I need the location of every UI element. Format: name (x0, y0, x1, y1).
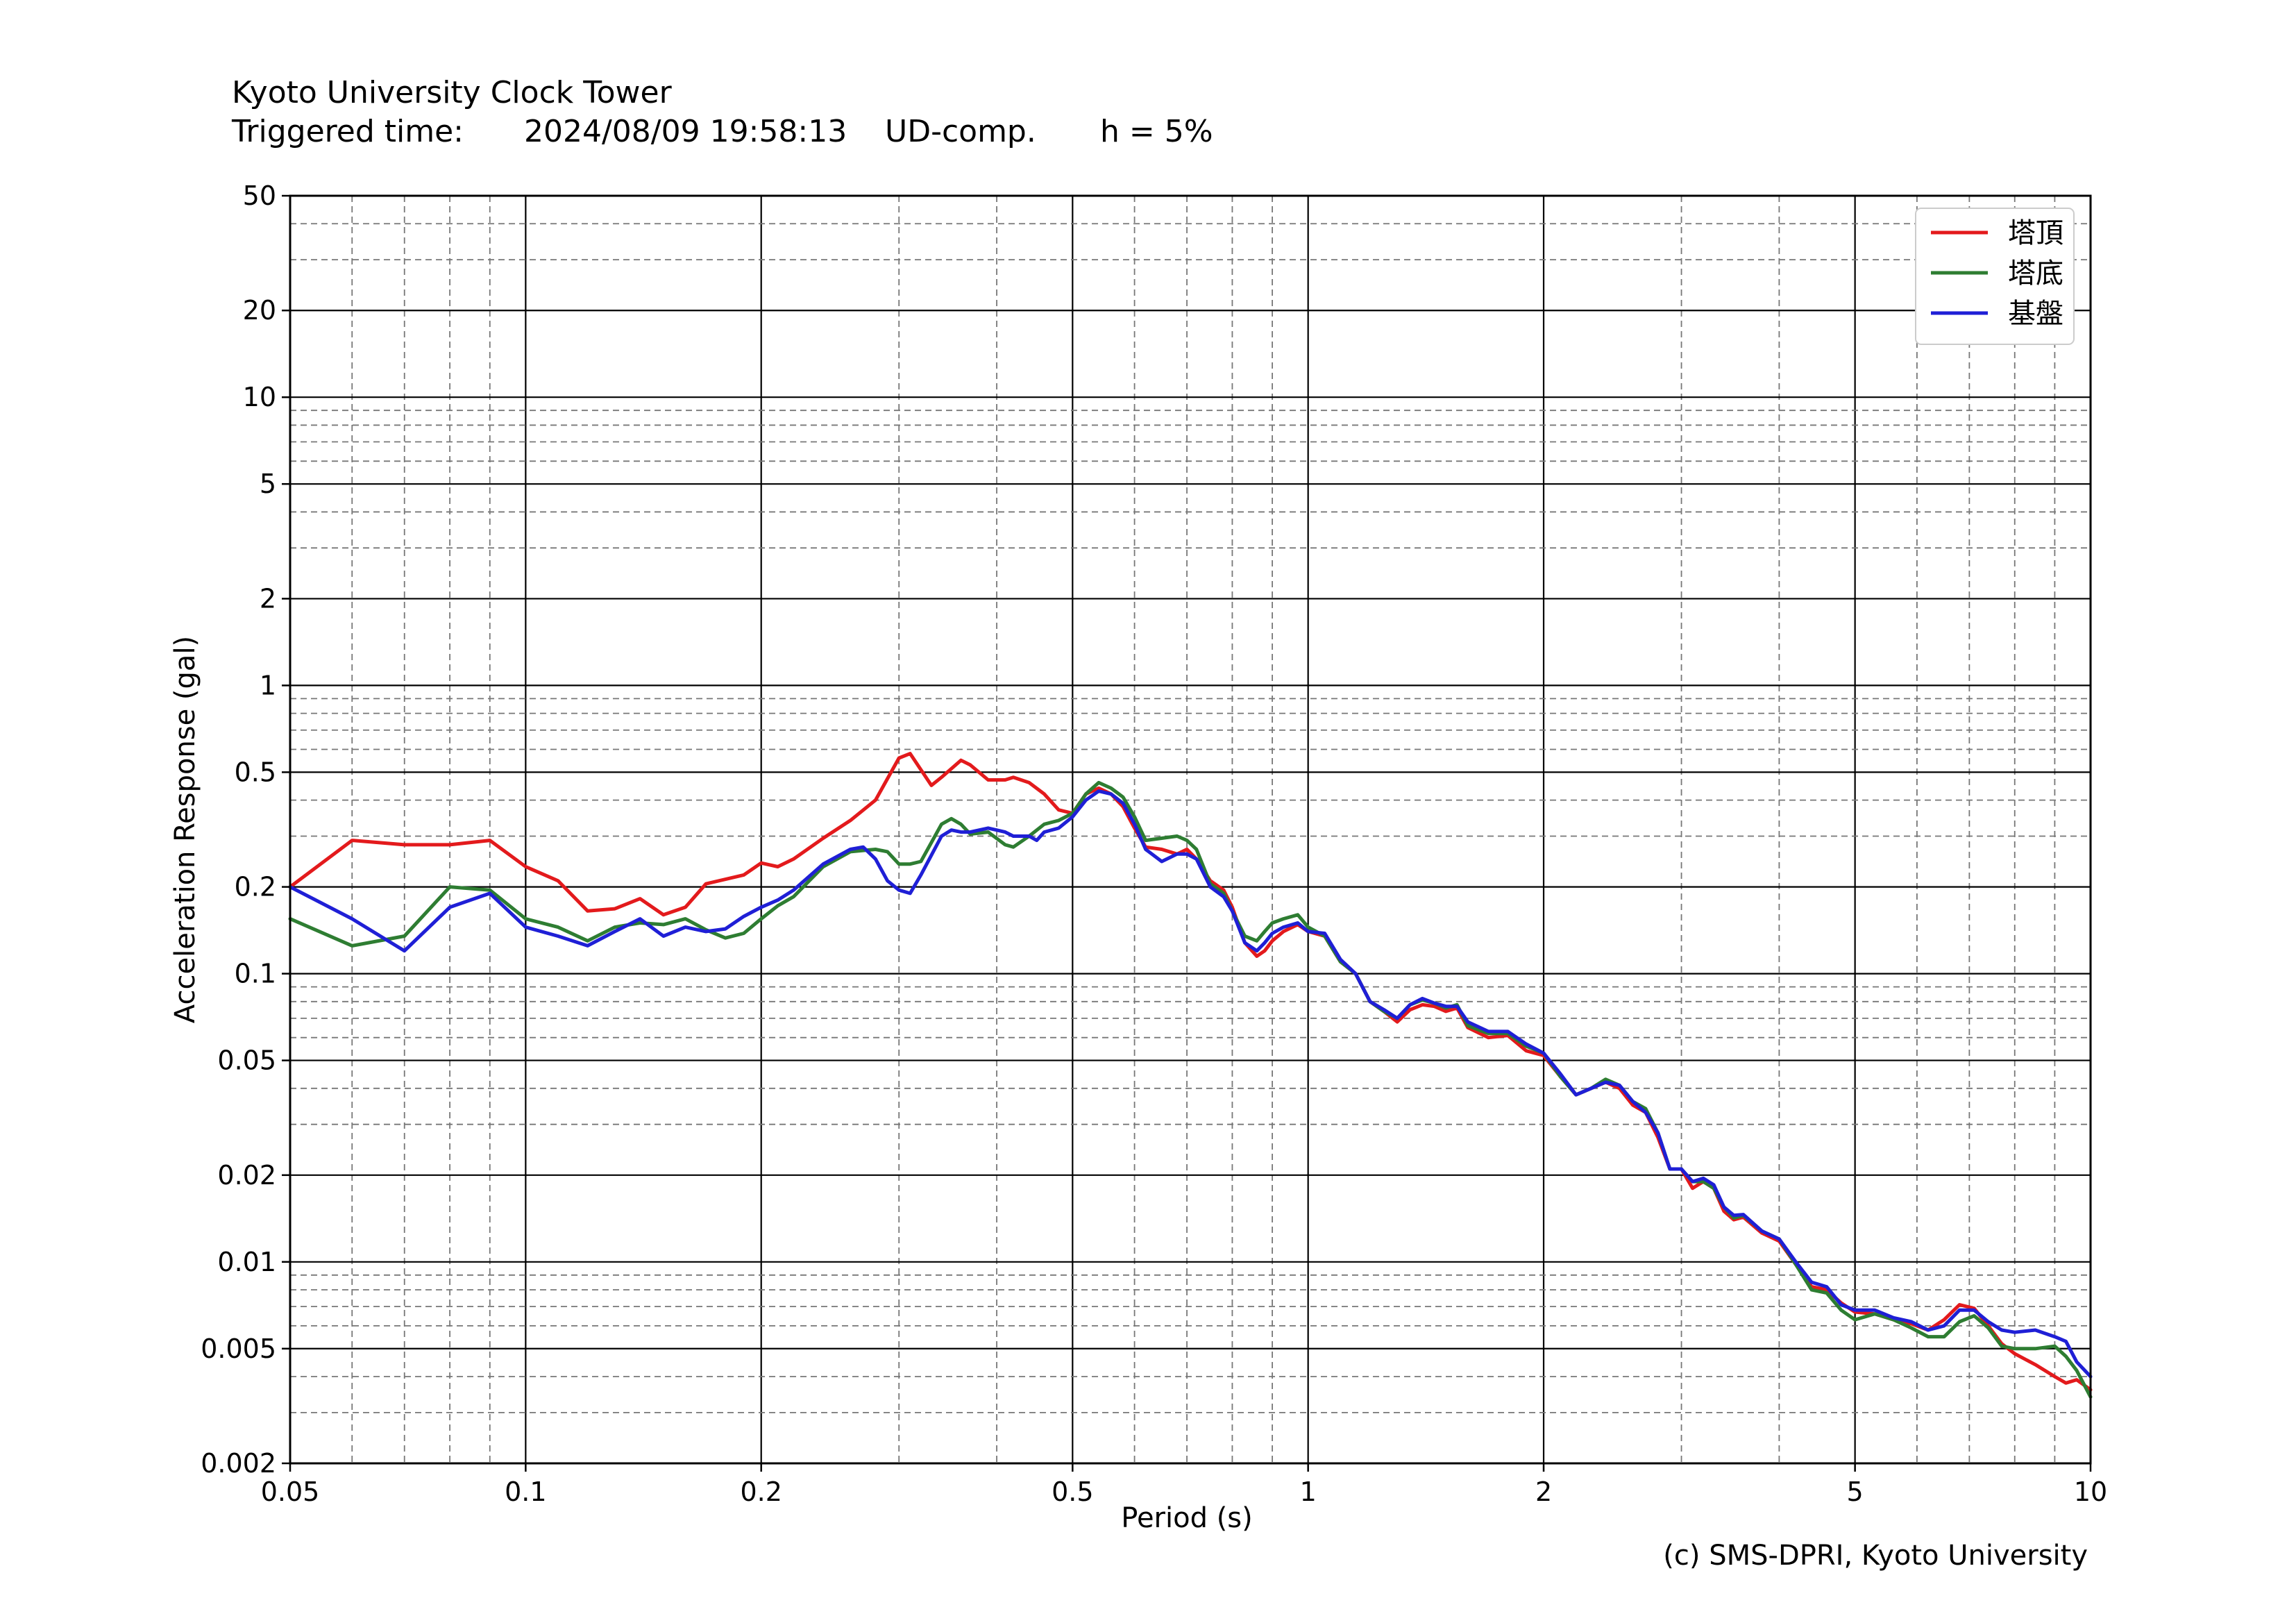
y-tick-label: 2 (260, 583, 276, 614)
y-tick-label: 10 (243, 382, 276, 412)
legend-label: 塔底 (2008, 258, 2063, 289)
x-tick-label: 2 (1535, 1477, 1552, 1507)
damping-label: h = 5% (1100, 114, 1213, 149)
series-line (288, 752, 2093, 1392)
y-axis-label: Acceleration Response (gal) (169, 636, 201, 1023)
x-tick-label: 10 (2074, 1477, 2107, 1507)
y-tick-label: 0.1 (235, 959, 276, 989)
legend-label: 基盤 (2008, 298, 2063, 330)
x-tick-label: 5 (1847, 1477, 1864, 1507)
y-tick-label: 0.02 (217, 1160, 276, 1191)
grid (289, 194, 2092, 1465)
station-title: Kyoto University Clock Tower (232, 75, 672, 110)
y-tick-label: 0.2 (235, 872, 276, 902)
y-tick-label: 20 (243, 295, 276, 326)
y-tick-label: 0.05 (217, 1045, 276, 1076)
trigger-time: 2024/08/09 19:58:13 (524, 114, 847, 149)
x-axis-label: Period (s) (1121, 1502, 1253, 1534)
plot-frame (289, 194, 2092, 1465)
series-line (288, 789, 2093, 1379)
trigger-label: Triggered time: (232, 114, 464, 149)
component-label: UD-comp. (885, 114, 1036, 149)
legend-box (1915, 208, 2075, 345)
y-tick-label: 0.005 (201, 1334, 276, 1364)
legend-label: 塔頂 (2008, 217, 2063, 249)
series-lines (288, 752, 2093, 1399)
series-line (288, 780, 2093, 1399)
y-tick-label: 50 (243, 180, 276, 211)
x-tick-label: 0.1 (505, 1477, 546, 1507)
axis-ticks: 0.05 0.1 0.2 0.5 1 2 5 10 0.002 0.005 0.01 0.02 0.05… (201, 180, 2107, 1507)
credit-text: (c) SMS-DPRI, Kyoto University (1663, 1540, 2088, 1572)
y-tick-label: 1 (260, 670, 276, 700)
y-tick-label: 0.01 (217, 1247, 276, 1277)
x-tick-label: 1 (1300, 1477, 1317, 1507)
y-tick-label: 5 (260, 469, 276, 499)
x-tick-label: 0.05 (261, 1477, 320, 1507)
y-tick-label: 0.002 (201, 1448, 276, 1479)
y-tick-label: 0.5 (235, 757, 276, 787)
x-tick-label: 0.5 (1052, 1477, 1093, 1507)
x-tick-label: 0.2 (740, 1477, 782, 1507)
